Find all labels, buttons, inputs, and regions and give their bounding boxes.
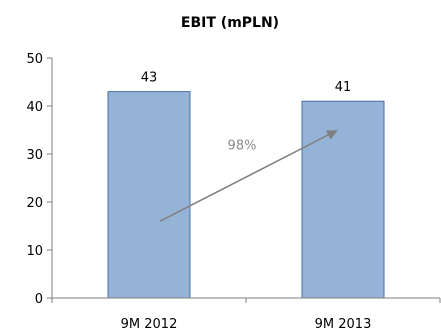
y-tick-label: 30 xyxy=(26,148,43,163)
y-tick-label: 0 xyxy=(35,292,43,307)
data-labels: 43 41 xyxy=(141,71,352,96)
data-label: 43 xyxy=(141,71,158,86)
y-tick-label: 50 xyxy=(26,52,43,67)
x-tick-label: 9M 2013 xyxy=(315,317,372,332)
chart-title: EBIT (mPLN) xyxy=(181,15,279,31)
bar xyxy=(301,100,385,299)
y-tick-label: 20 xyxy=(26,196,43,211)
y-tick-label: 40 xyxy=(26,100,43,115)
growth-arrow-head xyxy=(325,130,338,140)
y-axis: 0 10 20 30 40 50 xyxy=(26,52,53,307)
x-tick-label: 9M 2012 xyxy=(121,317,178,332)
growth-annotation: 98% xyxy=(159,130,338,222)
growth-arrow-line xyxy=(159,133,331,222)
y-tick-label: 10 xyxy=(26,244,43,259)
growth-percent-label: 98% xyxy=(228,138,257,153)
x-axis: 9M 2012 9M 2013 xyxy=(51,297,441,332)
bars xyxy=(107,91,385,299)
data-label: 41 xyxy=(335,80,352,95)
bar xyxy=(107,91,191,299)
